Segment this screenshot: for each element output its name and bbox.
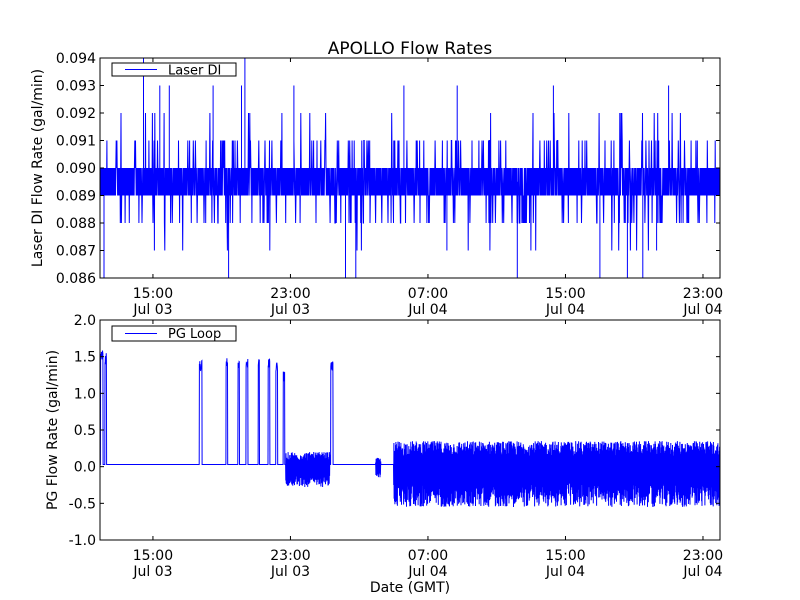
x-tick-label-time: 15:00	[545, 286, 585, 302]
x-tick-label-date: Jul 04	[682, 302, 722, 318]
y-tick-label: 0.090	[56, 161, 96, 177]
legend-label: PG Loop	[168, 327, 221, 342]
y-tick-label: 0.0	[74, 460, 96, 476]
y-tick-label: -1.0	[69, 533, 96, 549]
x-tick-label-date: Jul 04	[682, 564, 722, 580]
x-tick-label-time: 23:00	[270, 286, 310, 302]
y-tick-label: 1.0	[74, 386, 96, 402]
x-tick-label-time: 07:00	[408, 286, 448, 302]
x-tick-label-date: Jul 03	[132, 302, 172, 318]
axes-frame	[99, 319, 721, 541]
y-tick-label: 1.5	[74, 350, 96, 366]
y-tick-label: 0.094	[56, 51, 96, 67]
legend: Laser DI	[111, 62, 237, 79]
y-tick-label: -0.5	[69, 496, 96, 512]
x-tick-label-time: 23:00	[683, 286, 723, 302]
x-tick-label-date: Jul 03	[270, 302, 310, 318]
series-line-pg-loop	[100, 350, 720, 508]
x-tick-label-time: 23:00	[683, 548, 723, 564]
top-axes: 0.086 0.087 0.088 0.089 0.090 0.091 0.092 0.093…	[30, 51, 723, 318]
y-tick-label: 0.088	[56, 216, 96, 232]
x-axis-label: Date (GMT)	[370, 580, 450, 596]
x-tick-label-date: Jul 03	[132, 564, 172, 580]
x-tick-label-date: Jul 04	[545, 564, 585, 580]
y-tick-label: 0.092	[56, 106, 96, 122]
chart-title: APOLLO Flow Rates	[328, 39, 493, 59]
x-tick-label-time: 23:00	[270, 548, 310, 564]
x-tick-label-date: Jul 04	[407, 302, 447, 318]
series-line-laser-di	[100, 58, 720, 278]
x-tick-label-date: Jul 03	[270, 564, 310, 580]
x-tick-label-time: 07:00	[408, 548, 448, 564]
y-tick-label: 0.091	[56, 134, 96, 150]
legend-label: Laser DI	[168, 64, 221, 79]
y-tick-label: 0.089	[56, 189, 96, 205]
x-tick-label-time: 15:00	[545, 548, 585, 564]
x-tick-label-date: Jul 04	[407, 564, 447, 580]
x-tick-label-time: 15:00	[133, 286, 173, 302]
y-tick-label: 0.087	[56, 244, 96, 260]
x-tick-label-time: 15:00	[133, 548, 173, 564]
y-tick-label: 0.086	[56, 271, 96, 287]
x-tick-label-date: Jul 04	[545, 302, 585, 318]
legend: PG Loop	[111, 325, 237, 342]
y-axis-label: Laser DI Flow Rate (gal/min)	[30, 69, 46, 267]
y-tick-label: 0.093	[56, 79, 96, 95]
y-axis-label: PG Flow Rate (gal/min)	[45, 350, 61, 510]
y-tick-label: 2.0	[74, 313, 96, 329]
y-tick-label: 0.5	[74, 423, 96, 439]
